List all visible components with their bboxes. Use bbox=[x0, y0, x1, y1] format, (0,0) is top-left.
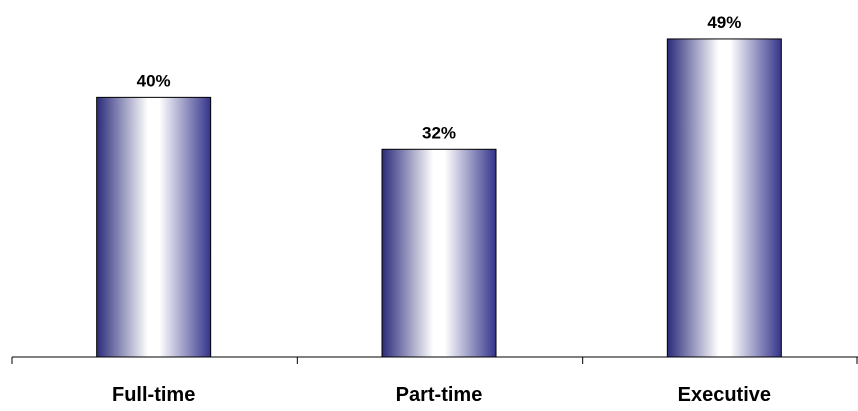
data-label: 40% bbox=[137, 71, 171, 90]
bar-executive bbox=[666, 38, 782, 358]
x-tick-label: Full-time bbox=[112, 384, 195, 406]
bar-part-time bbox=[381, 148, 497, 358]
data-label: 32% bbox=[422, 123, 456, 142]
bar-full-time bbox=[96, 96, 212, 358]
data-label: 49% bbox=[707, 13, 741, 32]
x-tick-label: Executive bbox=[678, 384, 771, 406]
x-tick-label: Part-time bbox=[396, 384, 483, 406]
labels-layer: 40% Full-time 32% Part-time 49% Executive bbox=[112, 13, 771, 406]
x-axis bbox=[11, 356, 858, 364]
bars-layer bbox=[96, 38, 782, 358]
